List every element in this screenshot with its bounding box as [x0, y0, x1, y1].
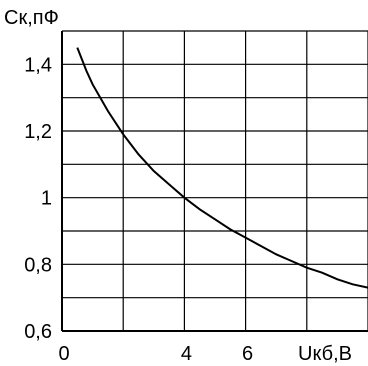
x-tick-label: 6	[242, 343, 253, 365]
x-tick-label: 4	[181, 343, 192, 365]
tick-labels: 0,6 0,8 1 1,2 1,4 0 4 6	[24, 54, 253, 365]
x-tick-label: 0	[58, 343, 69, 365]
y-axis-label: Ск,пФ	[4, 7, 59, 29]
axes	[61, 31, 368, 332]
y-tick-label: 0,6	[24, 321, 52, 343]
x-axis-label: Uкб,В	[298, 343, 352, 365]
y-tick-label: 0,8	[24, 254, 52, 276]
series-group	[76, 47, 368, 289]
y-tick-label: 1	[41, 188, 52, 210]
capacitance-curve	[76, 47, 368, 289]
y-tick-label: 1,2	[24, 121, 52, 143]
grid	[62, 30, 368, 331]
y-tick-label: 1,4	[24, 54, 52, 76]
